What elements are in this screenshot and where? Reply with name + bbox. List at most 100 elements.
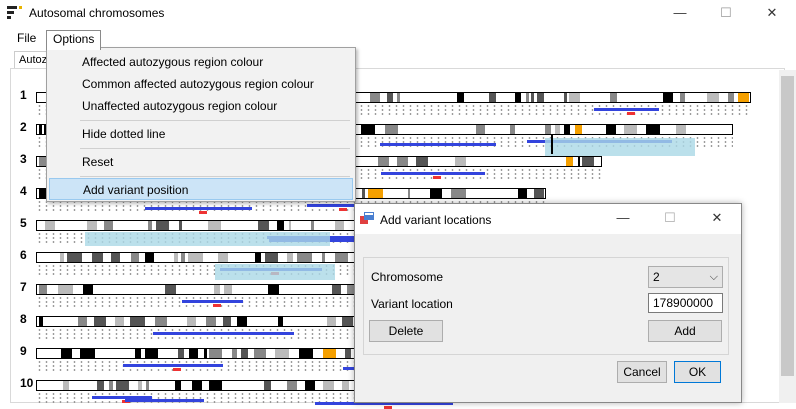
menu-add-variant-position[interactable]: Add variant position bbox=[49, 178, 353, 200]
cancel-button[interactable]: Cancel bbox=[617, 361, 667, 383]
chromosome-band bbox=[305, 381, 315, 390]
chromosome-band bbox=[109, 381, 113, 390]
unaffected-region bbox=[212, 304, 221, 307]
chromosome-band bbox=[476, 125, 485, 134]
chromosome-band bbox=[515, 93, 521, 102]
chromosome-band bbox=[555, 125, 560, 134]
chromosome-band bbox=[223, 317, 231, 326]
chromosome-band bbox=[676, 125, 686, 134]
unaffected-region bbox=[198, 211, 207, 214]
menu-hide-dotted-line[interactable]: Hide dotted line bbox=[82, 127, 166, 141]
chromosome-band bbox=[138, 381, 142, 390]
chromosome-band bbox=[534, 189, 544, 198]
chromosome-band bbox=[578, 157, 580, 166]
chromosome-band bbox=[265, 253, 278, 262]
title-bar: Autosomal chromosomes — ☐ ✕ bbox=[0, 0, 796, 28]
chromosome-band bbox=[145, 349, 158, 358]
chromosome-band bbox=[342, 381, 349, 390]
menu-common-colour[interactable]: Common affected autozygous region colour bbox=[82, 77, 314, 91]
chromosome-band bbox=[155, 317, 167, 326]
chromosome-band bbox=[204, 349, 207, 358]
menu-file[interactable]: File bbox=[17, 31, 37, 45]
affected-region bbox=[145, 207, 252, 210]
chromosome-band bbox=[255, 253, 261, 262]
chromosome-band bbox=[624, 125, 637, 134]
menu-unaffected-colour[interactable]: Unaffected autozygous region colour bbox=[82, 99, 278, 113]
chromosome-band bbox=[241, 349, 248, 358]
chromosome-band bbox=[663, 93, 673, 102]
ok-button[interactable]: OK bbox=[674, 361, 721, 383]
minimize-button[interactable]: — bbox=[673, 5, 687, 20]
chromosome-band bbox=[582, 157, 594, 166]
chromosome-band bbox=[323, 381, 334, 390]
chromosome-band bbox=[378, 157, 389, 166]
chromosome-band bbox=[526, 93, 529, 102]
chromosome-band bbox=[97, 381, 104, 390]
chromosome-band bbox=[489, 93, 496, 102]
chromosome-band bbox=[131, 253, 139, 262]
unaffected-region bbox=[433, 176, 441, 179]
common-region bbox=[215, 264, 335, 280]
chromosome-band bbox=[78, 317, 87, 326]
chromosome-band bbox=[537, 93, 544, 102]
chromosome-band bbox=[451, 189, 466, 198]
add-button[interactable]: Add bbox=[648, 320, 722, 342]
chromosome-band bbox=[179, 221, 182, 230]
chromosome-band bbox=[67, 253, 82, 262]
affected-region bbox=[267, 236, 410, 239]
chromosome-band bbox=[347, 285, 360, 294]
chromosome-band bbox=[564, 93, 567, 102]
chromosome-band bbox=[387, 93, 393, 102]
chromosome-band bbox=[165, 285, 176, 294]
menu-separator bbox=[80, 148, 350, 149]
chromosome-band bbox=[342, 317, 353, 326]
chromosome-band bbox=[156, 221, 169, 230]
affected-region bbox=[182, 300, 243, 303]
dialog-close-button[interactable]: ✕ bbox=[711, 210, 723, 225]
chromosome-label-5: 5 bbox=[20, 216, 27, 230]
variant-location-label: Variant location bbox=[371, 297, 453, 311]
chromosome-band bbox=[370, 93, 380, 102]
chromosome-band bbox=[92, 253, 103, 262]
chromosome-band bbox=[188, 253, 203, 262]
menu-options[interactable]: Options bbox=[46, 30, 102, 50]
chromosome-band bbox=[148, 221, 152, 230]
chromosome-band bbox=[430, 189, 442, 198]
dialog-group-box bbox=[363, 257, 729, 355]
chromosome-band bbox=[39, 317, 43, 326]
close-button[interactable]: ✕ bbox=[766, 5, 778, 20]
scroll-thumb[interactable] bbox=[781, 76, 794, 376]
chromosome-band bbox=[408, 189, 410, 198]
vertical-scrollbar[interactable] bbox=[779, 70, 796, 403]
delete-button[interactable]: Delete bbox=[369, 320, 443, 342]
chromosome-band bbox=[575, 125, 582, 134]
dialog-app-icon bbox=[360, 212, 374, 224]
chromosome-band bbox=[416, 157, 428, 166]
window-title: Autosomal chromosomes bbox=[29, 6, 165, 20]
chromosome-band bbox=[232, 349, 237, 358]
chromosome-band bbox=[178, 349, 184, 358]
maximize-button[interactable]: ☐ bbox=[720, 5, 732, 20]
chromosome-band bbox=[104, 221, 113, 230]
dialog-maximize-button[interactable]: ☐ bbox=[664, 210, 676, 225]
menu-affected-colour[interactable]: Affected autozygous region colour bbox=[82, 55, 264, 69]
chromosome-band bbox=[214, 285, 220, 294]
chromosome-select[interactable]: 2 ⌵ bbox=[648, 266, 723, 288]
affected-region bbox=[123, 364, 223, 367]
chromosome-band bbox=[39, 285, 47, 294]
dialog-minimize-button[interactable]: — bbox=[616, 210, 630, 225]
variant-location-input[interactable]: 178900000 bbox=[648, 293, 723, 313]
chromosome-band bbox=[335, 253, 348, 262]
affected-region bbox=[153, 332, 294, 335]
chromosome-band bbox=[80, 349, 95, 358]
menu-reset[interactable]: Reset bbox=[82, 155, 114, 169]
chromosome-band bbox=[335, 221, 344, 230]
app-icon bbox=[7, 6, 23, 22]
menu-separator bbox=[80, 120, 350, 121]
chromosome-band bbox=[61, 349, 72, 358]
chromosome-band bbox=[397, 157, 408, 166]
chromosome-band bbox=[224, 285, 232, 294]
chromosome-label-4: 4 bbox=[20, 184, 27, 198]
chromosome-band bbox=[277, 221, 284, 230]
chromosome-band bbox=[322, 253, 325, 262]
